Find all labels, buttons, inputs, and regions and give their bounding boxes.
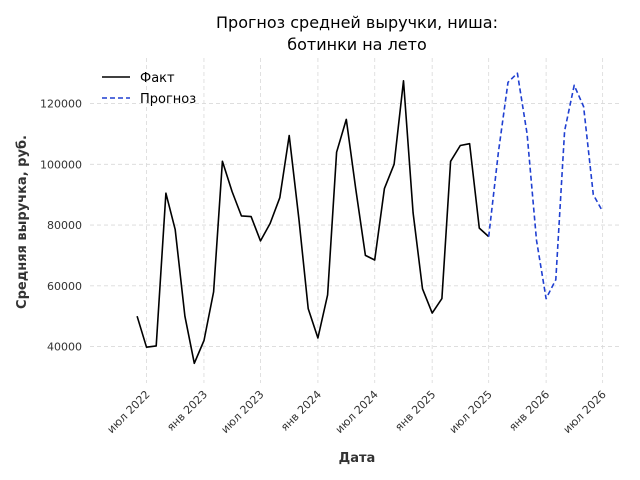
x-tick-label: янв 2026 [506, 388, 552, 434]
x-tick-label: июл 2025 [447, 388, 495, 436]
series-lines [136, 72, 604, 365]
y-tick-labels: 40000 60000 80000 100000 120000 [40, 98, 82, 354]
x-tick-label: июл 2026 [561, 388, 609, 436]
y-tick-label: 120000 [40, 98, 82, 111]
x-tick-label: июл 2023 [219, 388, 267, 436]
y-tick-label: 100000 [40, 158, 82, 171]
grid-lines [90, 58, 622, 383]
series-line-forecast [487, 72, 604, 300]
series-line-fact [136, 80, 490, 365]
legend: Факт Прогноз [102, 71, 196, 107]
y-axis-label: Средняя выручка, руб. [15, 135, 30, 309]
chart-title-line-2: ботинки на лето [287, 35, 427, 54]
y-tick-label: 40000 [47, 341, 82, 354]
x-tick-label: июл 2022 [105, 388, 153, 436]
x-tick-label: янв 2023 [164, 388, 210, 434]
legend-label-fact: Факт [140, 71, 175, 86]
chart-title-line-1: Прогноз средней выручки, ниша: [216, 13, 498, 32]
y-tick-label: 80000 [47, 219, 82, 232]
x-tick-label: июл 2024 [333, 388, 381, 436]
x-tick-label: янв 2025 [392, 388, 438, 434]
x-tick-labels: июл 2022 янв 2023 июл 2023 янв 2024 июл 2024… [105, 388, 609, 436]
y-tick-label: 60000 [47, 280, 82, 293]
x-tick-label: янв 2024 [278, 388, 324, 434]
legend-label-forecast: Прогноз [140, 92, 196, 107]
x-axis-label: Дата [339, 451, 376, 466]
